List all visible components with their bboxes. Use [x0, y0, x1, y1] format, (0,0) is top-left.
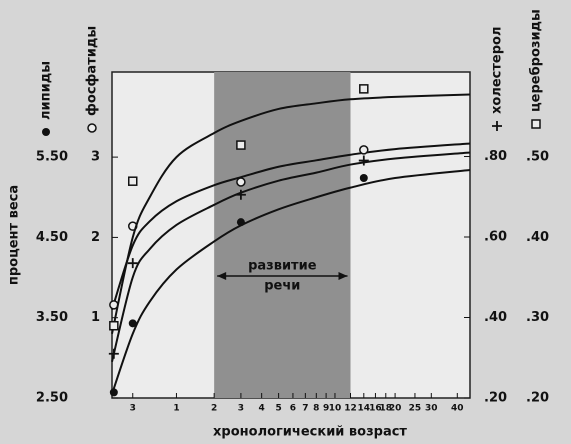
x-tick-label: 10: [329, 404, 342, 414]
y-tick-label: .40: [484, 310, 507, 325]
point: [109, 388, 118, 397]
y-axis-title: процент веса: [7, 185, 22, 285]
point: [359, 173, 368, 182]
legend-label: холестерол: [490, 27, 505, 114]
point: [127, 258, 138, 269]
point: [127, 176, 138, 186]
x-tick-label: 1: [173, 404, 179, 414]
x-tick-label: 2: [211, 404, 217, 414]
x-tick-label: 7: [302, 404, 308, 414]
y-tick-label: 1: [91, 310, 100, 325]
annotation-text: речи: [264, 279, 300, 294]
point: [109, 320, 119, 331]
y-tick-label: 5.50: [36, 150, 68, 165]
x-tick-label: 4: [259, 404, 265, 414]
point: [108, 348, 119, 359]
y-tick-label: 2: [91, 230, 100, 245]
x-tick-label: 25: [409, 404, 422, 414]
x-tick-label: 3: [238, 404, 244, 414]
y-tick-label: .40: [526, 230, 549, 245]
point: [358, 155, 369, 166]
point: [235, 189, 246, 200]
point: [359, 84, 369, 94]
y-tick-label: .50: [526, 150, 549, 165]
y-tick-label: 3.50: [36, 310, 68, 325]
legend-marker: [531, 119, 541, 129]
fit-curve: [111, 93, 471, 334]
y-tick-label: .60: [484, 230, 507, 245]
x-tick-label: 9: [323, 404, 329, 414]
x-tick-label: 40: [451, 404, 464, 414]
y-tick-label: .20: [526, 391, 549, 406]
legend-label: липиды: [39, 61, 54, 120]
x-tick-label: 12: [344, 404, 357, 414]
point: [128, 319, 137, 328]
legend-marker: [42, 128, 50, 136]
y-tick-label: .20: [484, 391, 507, 406]
shaded-region: [214, 72, 351, 398]
x-tick-label: 18: [380, 404, 393, 414]
x-tick-label: 5: [275, 404, 281, 414]
y-tick-label: 2.50: [36, 391, 68, 406]
x-tick-label: 8: [313, 404, 319, 414]
y-tick-label: .80: [484, 149, 507, 164]
legend-label: фосфатиды: [85, 26, 100, 116]
annotation-text: развитие: [248, 259, 317, 274]
legend-label: цереброзиды: [529, 9, 544, 112]
x-tick-label: 16: [369, 404, 382, 414]
x-tick-label: 6: [290, 404, 296, 414]
x-tick-label: 3: [130, 404, 136, 414]
x-tick-label: 14: [358, 404, 371, 414]
x-tick-label: 20: [389, 404, 402, 414]
y-tick-label: 3: [91, 150, 100, 165]
y-tick-label: .30: [526, 310, 549, 325]
legend-marker: [492, 121, 502, 131]
point: [236, 218, 245, 227]
x-axis-title: хронологический возраст: [213, 425, 407, 440]
y-tick-label: 4.50: [36, 230, 68, 245]
legend-marker: [87, 123, 97, 133]
x-tick-label: 30: [425, 404, 438, 414]
point: [236, 177, 246, 187]
point: [359, 145, 369, 155]
point: [236, 140, 246, 150]
